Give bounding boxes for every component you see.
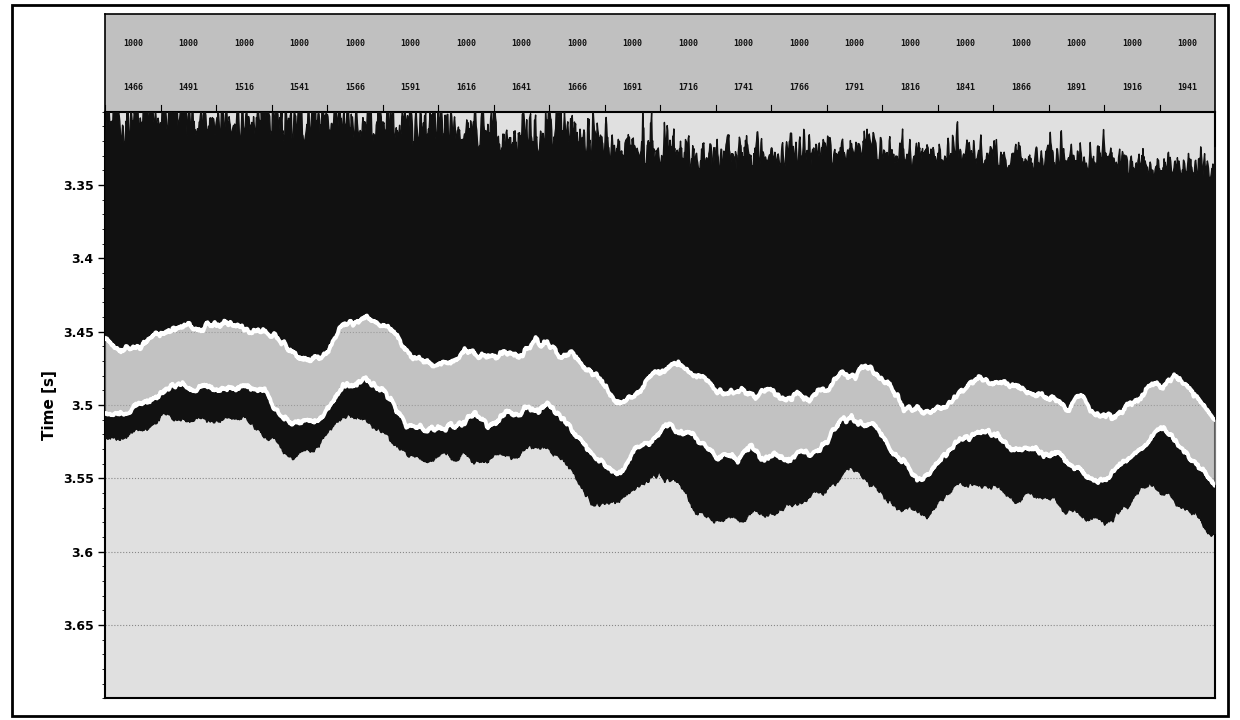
Text: 1916: 1916 [1122,83,1142,91]
Text: 1716: 1716 [678,83,698,91]
Text: 1000: 1000 [290,39,310,48]
Text: 1000: 1000 [678,39,698,48]
Y-axis label: Time [s]: Time [s] [42,370,57,440]
Text: 1000: 1000 [1122,39,1142,48]
Text: 1000: 1000 [1011,39,1030,48]
Text: 1000: 1000 [1066,39,1086,48]
Text: 1000: 1000 [956,39,976,48]
Text: 1000: 1000 [123,39,143,48]
Text: 1000: 1000 [234,39,254,48]
Text: 1000: 1000 [900,39,920,48]
Text: 1000: 1000 [844,39,864,48]
Text: 1591: 1591 [401,83,420,91]
Text: 1866: 1866 [1011,83,1030,91]
Text: 1841: 1841 [956,83,976,91]
Text: 1541: 1541 [290,83,310,91]
Text: 1816: 1816 [900,83,920,91]
Text: 1891: 1891 [1066,83,1086,91]
Text: 1766: 1766 [789,83,808,91]
Text: 1000: 1000 [734,39,754,48]
Text: 1000: 1000 [512,39,532,48]
Text: 1741: 1741 [734,83,754,91]
Text: 1000: 1000 [567,39,587,48]
Text: 1691: 1691 [622,83,642,91]
Text: 1616: 1616 [456,83,476,91]
Text: 1000: 1000 [179,39,198,48]
Text: 1000: 1000 [345,39,365,48]
Text: 1566: 1566 [345,83,365,91]
Text: 1641: 1641 [512,83,532,91]
Text: 1941: 1941 [1178,83,1198,91]
Text: 1000: 1000 [789,39,808,48]
Text: 1000: 1000 [401,39,420,48]
Text: 1491: 1491 [179,83,198,91]
Text: 1666: 1666 [567,83,587,91]
Text: 1000: 1000 [1178,39,1198,48]
Text: 1466: 1466 [123,83,143,91]
Text: 1000: 1000 [622,39,642,48]
Text: 1516: 1516 [234,83,254,91]
Text: 1791: 1791 [844,83,864,91]
Text: 1000: 1000 [456,39,476,48]
